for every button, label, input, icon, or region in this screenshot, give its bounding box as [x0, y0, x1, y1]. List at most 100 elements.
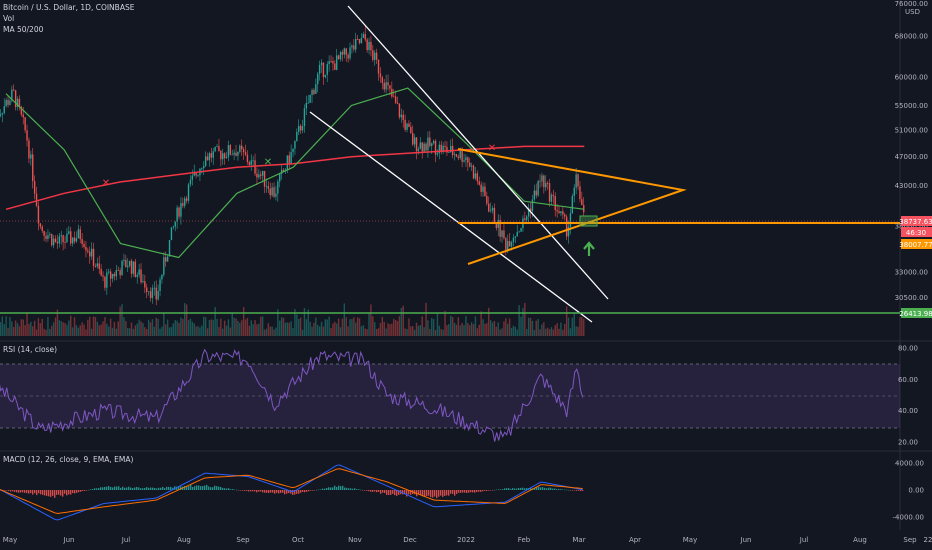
- candle-body-103: [189, 179, 192, 185]
- price-tag-current: 38737.63: [899, 218, 932, 226]
- candle-body-79: [144, 281, 146, 288]
- volume-bar-64: [115, 328, 118, 336]
- price-axis-ticks: 68000.00 60000.00 55000.00 51000.00 47000.00…: [895, 33, 928, 303]
- candle-body-21: [33, 181, 36, 194]
- volume-bar-231: [432, 319, 435, 336]
- macd-hist-77: [148, 487, 150, 490]
- candle-body-193: [360, 37, 363, 44]
- macd-hist-30: [54, 490, 56, 498]
- volume-bar-285: [535, 320, 537, 336]
- macd-hist-40: [74, 490, 76, 494]
- rsi-tick-0: 80.00: [898, 345, 918, 353]
- macd-hist-19: [32, 490, 34, 495]
- macd-hist-92: [178, 486, 180, 490]
- macd-hist-229: [452, 490, 454, 494]
- candle-body-254: [476, 173, 479, 182]
- volume-bar-90: [165, 324, 167, 336]
- volume-bar-182: [339, 327, 342, 336]
- macd-hist-244: [482, 490, 484, 492]
- macd-hist-135: [264, 490, 266, 493]
- candle-body-168: [313, 89, 315, 94]
- macd-hist-99: [192, 486, 194, 490]
- candle-body-279: [524, 218, 526, 220]
- volume-bar-260: [488, 307, 490, 336]
- macd-hist-220: [434, 490, 436, 497]
- candle-body-172: [320, 62, 323, 65]
- candle-body-281: [527, 208, 530, 217]
- macd-hist-233: [460, 490, 462, 493]
- macd-hist-80: [154, 487, 156, 490]
- volume-bar-163: [303, 307, 306, 336]
- volume-bar-242: [453, 322, 456, 336]
- volume-bar-307: [577, 326, 579, 336]
- macd-hist-168: [330, 487, 332, 490]
- volume-bar-208: [389, 324, 391, 336]
- macd-hist-63: [120, 487, 122, 490]
- volume-bar-189: [353, 317, 355, 336]
- candle-body-106: [195, 172, 197, 176]
- candle-body-224: [419, 142, 422, 149]
- price-tick-6: 38000.00: [895, 222, 928, 230]
- candle-body-90: [165, 257, 167, 262]
- macd-hist-187: [368, 490, 370, 492]
- macd-hist-16: [26, 490, 28, 494]
- volume-bar-248: [465, 316, 467, 336]
- candle-body-136: [252, 160, 254, 162]
- volume-bar-205: [383, 321, 385, 336]
- volume-bar-273: [512, 325, 515, 336]
- macd-hist-149: [292, 490, 294, 495]
- volume-bar-158: [294, 309, 296, 336]
- macd-hist-175: [344, 487, 346, 490]
- macd-hist-199: [392, 490, 394, 494]
- macd-hist-241: [476, 490, 478, 493]
- macd-hist-166: [326, 488, 328, 490]
- price-tick-2: 55000.00: [895, 102, 928, 110]
- macd-hist-56: [106, 486, 108, 490]
- signal-line: [0, 468, 583, 515]
- candle-body-82: [149, 291, 152, 299]
- candle-body-64: [115, 270, 118, 277]
- macd-hist-44: [82, 490, 84, 491]
- volume-bar-297: [558, 328, 560, 336]
- macd-hist-50: [94, 488, 96, 490]
- volume-bar-123: [227, 319, 230, 336]
- macd-hist-156: [306, 490, 308, 492]
- volume-bar-77: [140, 321, 142, 336]
- volume-bar-253: [474, 316, 477, 336]
- candle-body-177: [330, 61, 332, 62]
- candle-body-212: [396, 102, 399, 104]
- volume-bar-154: [286, 322, 289, 336]
- volume-bar-156: [290, 321, 292, 336]
- candle-body-293: [550, 194, 553, 202]
- candle-body-237: [444, 145, 446, 147]
- volume-bar-71: [128, 328, 131, 336]
- candle-body-36: [62, 235, 64, 243]
- macd-hist-204: [402, 490, 404, 495]
- candle-body-135: [250, 160, 252, 165]
- candle-body-94: [172, 226, 175, 228]
- volume-bar-100: [184, 303, 186, 336]
- volume-bar-130: [241, 320, 243, 336]
- candle-body-140: [260, 174, 262, 176]
- macd-hist-221: [436, 490, 438, 499]
- candle-body-68: [123, 259, 125, 261]
- candle-body-190: [355, 39, 357, 50]
- candle-body-20: [32, 154, 34, 182]
- macd-hist-117: [228, 488, 230, 490]
- candle-body-105: [193, 172, 195, 176]
- volume-bar-299: [562, 329, 564, 336]
- price-tags: 38737.63 46:30 38007.77 26413.98: [899, 216, 932, 318]
- candle-body-28: [47, 235, 49, 239]
- candle-body-164: [305, 102, 308, 109]
- macd-hist-236: [466, 490, 468, 493]
- macd-hist-268: [530, 487, 532, 490]
- time-label-9: Feb: [518, 536, 531, 544]
- price-tag-support-bg: [901, 239, 932, 249]
- symbol-title: Bitcoin / U.S. Dollar, 1D, COINBASE: [3, 3, 135, 12]
- candle-body-124: [229, 145, 232, 155]
- volume-bar-267: [501, 328, 503, 336]
- candle-body-217: [406, 123, 408, 130]
- volume-bar-54: [96, 321, 99, 336]
- candle-body-8: [9, 100, 11, 105]
- volume-bar-192: [358, 318, 361, 336]
